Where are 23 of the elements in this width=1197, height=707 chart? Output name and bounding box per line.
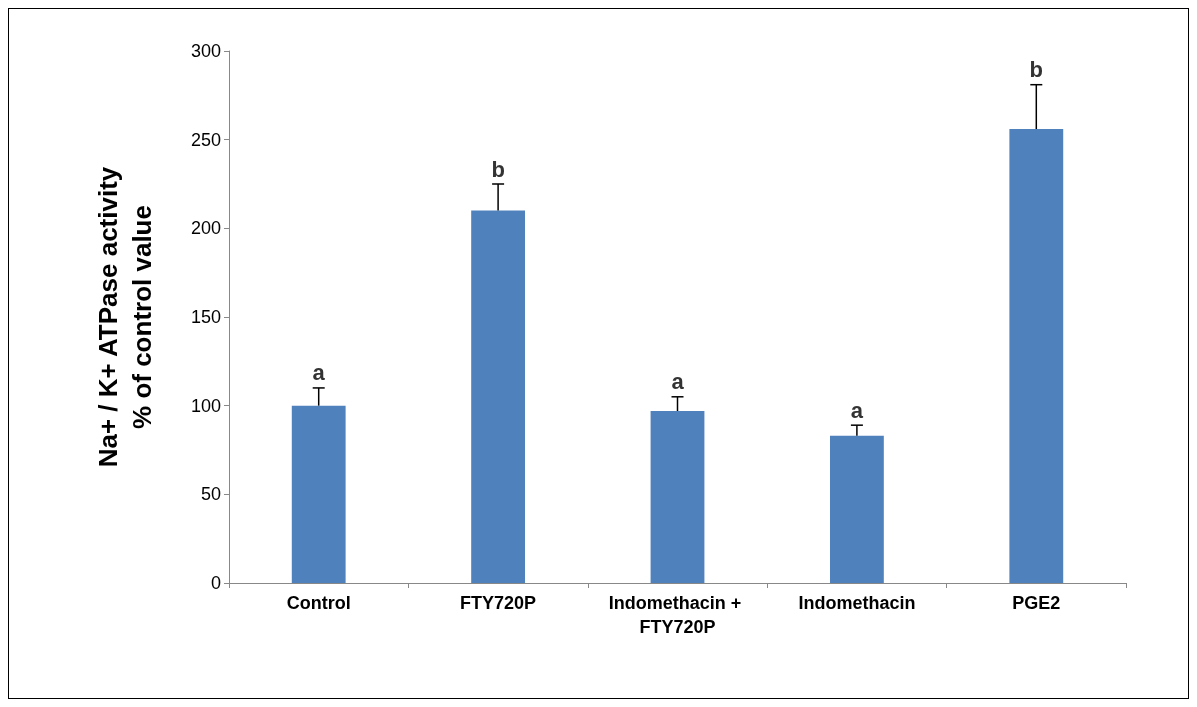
bar bbox=[291, 405, 346, 583]
x-tick-label: Control bbox=[286, 593, 351, 613]
annotation: a bbox=[850, 397, 864, 423]
bar bbox=[1009, 129, 1064, 583]
annotation: a bbox=[671, 369, 685, 395]
y-tick-label: 100 bbox=[190, 395, 221, 416]
y-tick-label: 0 bbox=[210, 573, 221, 593]
annotation: b bbox=[491, 156, 505, 182]
y-tick-label: 200 bbox=[190, 218, 221, 239]
bar bbox=[650, 410, 705, 583]
y-tick-label: 150 bbox=[190, 307, 221, 327]
y-tick-label: 300 bbox=[190, 41, 221, 61]
annotation: a bbox=[312, 360, 326, 386]
bar bbox=[471, 210, 526, 583]
x-tick-label: Indomethacin bbox=[798, 593, 916, 613]
x-tick-label: Indomethacin + FTY720P bbox=[608, 593, 747, 637]
bar bbox=[829, 435, 884, 583]
x-tick-label: FTY720P bbox=[460, 593, 537, 613]
x-tick-label: PGE2 bbox=[1012, 593, 1061, 613]
annotation: b bbox=[1029, 57, 1044, 83]
y-tick-label: 250 bbox=[190, 129, 221, 150]
y-axis-title: Na+ / K+ ATPase activity % of control value bbox=[93, 166, 157, 468]
y-tick-label: 50 bbox=[200, 484, 221, 505]
